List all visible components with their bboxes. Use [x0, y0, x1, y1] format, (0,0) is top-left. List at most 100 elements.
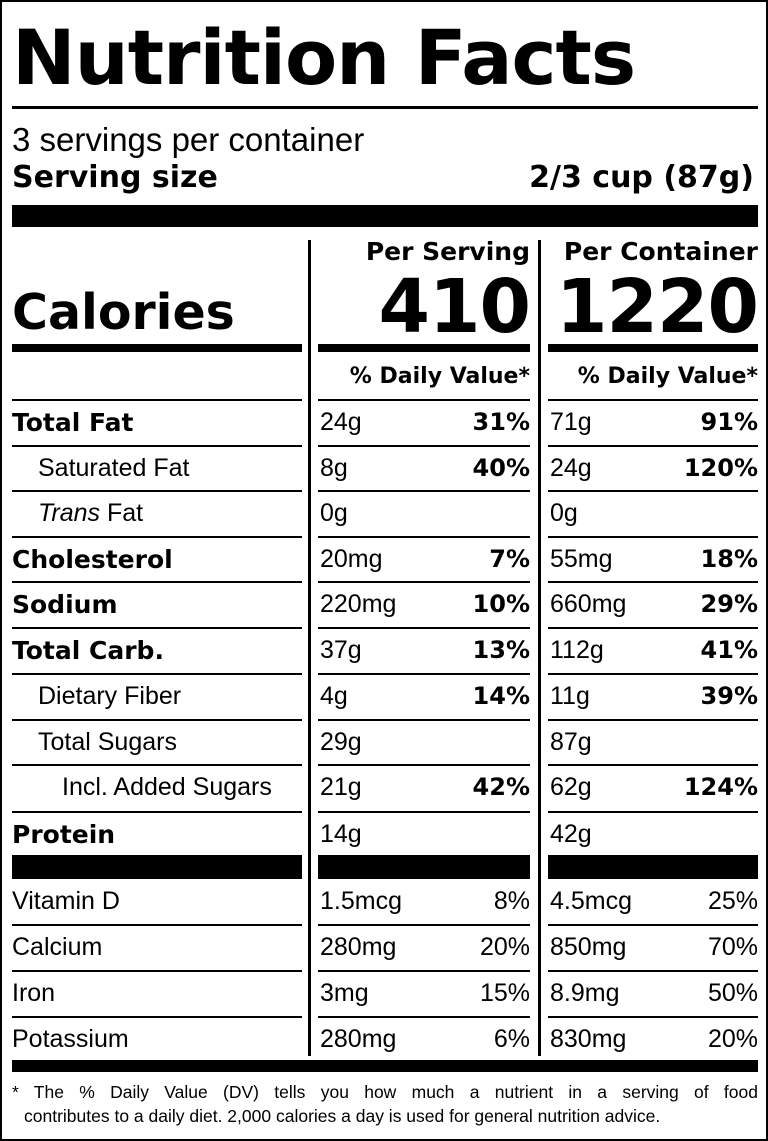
column-divider-left — [308, 240, 311, 1056]
nutrient-name: Protein — [12, 820, 116, 849]
vitamin-row-rule-name — [12, 970, 302, 972]
nutrient-row-rule-container — [548, 811, 758, 813]
vitamin-name: Vitamin D — [12, 887, 120, 915]
vitamin-container-daily-value: 25% — [707, 887, 758, 915]
calories-label: Calories — [12, 284, 235, 341]
serving-daily-value: 42% — [472, 773, 530, 801]
thick-divider-bottom — [12, 1060, 758, 1072]
nutrient-row-rule-container — [548, 581, 758, 583]
nutrient-row-rule-container — [548, 764, 758, 766]
vitamin-row-rule-name — [12, 924, 302, 926]
vitamin-row-rule-container — [548, 970, 758, 972]
vitamin-container-amount: 4.5mcg — [550, 887, 632, 915]
serving-amount: 0g — [320, 499, 348, 527]
title-rule — [12, 106, 758, 109]
footnote-line-1: * The % Daily Value (DV) tells you how m… — [12, 1082, 758, 1102]
serving-amount: 24g — [320, 408, 362, 436]
container-amount: 0g — [550, 499, 578, 527]
container-amount: 24g — [550, 454, 592, 482]
nutrient-row-rule-serving — [318, 811, 530, 813]
container-daily-value: 29% — [700, 590, 758, 618]
label-title: Nutrition Facts — [12, 13, 636, 102]
container-daily-value: 91% — [700, 408, 758, 436]
vitamin-container-amount: 8.9mg — [550, 979, 620, 1007]
calories-rule-serving — [318, 344, 530, 352]
serving-daily-value: 40% — [472, 454, 530, 482]
container-daily-value: 41% — [700, 636, 758, 664]
nutrient-name: Saturated Fat — [38, 454, 190, 482]
vitamin-serving-daily-value: 8% — [493, 887, 530, 915]
nutrient-row-rule-serving — [318, 399, 530, 401]
serving-daily-value: 13% — [472, 636, 530, 664]
footnote: * The % Daily Value (DV) tells you how m… — [12, 1080, 758, 1128]
nutrient-row-rule-name — [12, 719, 302, 721]
vitamin-container-daily-value: 70% — [707, 933, 758, 961]
nutrient-row-rule-name — [12, 490, 302, 492]
nutrient-row-rule-name — [12, 673, 302, 675]
vitamin-container-amount: 850mg — [550, 933, 627, 961]
calories-per-container: 1220 — [556, 264, 759, 350]
serving-daily-value: 7% — [489, 545, 530, 573]
container-amount: 62g — [550, 773, 592, 801]
nutrient-name: Cholesterol — [12, 545, 173, 574]
vitamin-row-rule-container — [548, 1016, 758, 1018]
per-serving-header: Per Serving — [365, 237, 530, 266]
container-daily-value: 120% — [683, 454, 758, 482]
vitamin-name: Potassium — [12, 1025, 129, 1053]
nutrient-row-rule-container — [548, 673, 758, 675]
vitamin-row-rule-container — [548, 924, 758, 926]
footnote-line-2: contributes to a daily diet. 2,000 calor… — [24, 1106, 661, 1126]
container-daily-value: 124% — [683, 773, 758, 801]
container-amount: 11g — [550, 682, 590, 710]
vitamin-serving-daily-value: 6% — [493, 1025, 530, 1053]
nutrient-row-rule-container — [548, 445, 758, 447]
nutrient-row-rule-serving — [318, 673, 530, 675]
nutrient-row-rule-name — [12, 811, 302, 813]
calories-rule-container — [548, 344, 758, 352]
serving-amount: 29g — [320, 728, 362, 756]
nutrient-row-rule-name — [12, 627, 302, 629]
nutrient-row-rule-serving — [318, 764, 530, 766]
serving-amount: 20mg — [320, 545, 383, 573]
nutrient-row-rule-name — [12, 764, 302, 766]
thick-divider-top — [12, 205, 758, 227]
serving-amount: 21g — [320, 773, 362, 801]
protein-bar-container — [548, 855, 758, 879]
nutrient-row-rule-name — [12, 581, 302, 583]
nutrient-row-rule-name — [12, 399, 302, 401]
container-amount: 55mg — [550, 545, 613, 573]
vitamin-serving-amount: 1.5mcg — [320, 887, 402, 915]
serving-amount: 37g — [320, 636, 362, 664]
protein-bar-serving — [318, 855, 530, 879]
nutrient-row-rule-container — [548, 490, 758, 492]
nutrient-row-rule-serving — [318, 719, 530, 721]
serving-daily-value: 10% — [472, 590, 530, 618]
vitamin-serving-amount: 280mg — [320, 1025, 397, 1053]
nutrient-name: Sodium — [12, 590, 118, 619]
vitamin-container-daily-value: 50% — [707, 979, 758, 1007]
serving-daily-value: 14% — [472, 682, 530, 710]
vitamin-row-rule-serving — [318, 970, 530, 972]
container-daily-value: 39% — [700, 682, 758, 710]
nutrient-row-rule-container — [548, 719, 758, 721]
container-amount: 87g — [550, 728, 592, 756]
nutrient-row-rule-serving — [318, 627, 530, 629]
vitamin-serving-amount: 280mg — [320, 933, 397, 961]
nutrient-row-rule-name — [12, 445, 302, 447]
nutrient-name: Total Fat — [12, 408, 134, 437]
serving-daily-value: 31% — [472, 408, 530, 436]
nutrient-row-rule-container — [548, 627, 758, 629]
serving-size-value: 2/3 cup (87g) — [529, 160, 754, 195]
container-amount: 42g — [550, 820, 592, 848]
nutrient-name: Incl. Added Sugars — [62, 773, 272, 801]
nutrient-name: Dietary Fiber — [38, 682, 182, 710]
calories-per-serving: 410 — [378, 264, 531, 350]
serving-amount: 220mg — [320, 590, 397, 618]
container-amount: 112g — [550, 636, 604, 664]
vitamin-serving-daily-value: 15% — [479, 979, 530, 1007]
vitamin-container-amount: 830mg — [550, 1025, 627, 1053]
nutrient-row-rule-serving — [318, 581, 530, 583]
calories-rule-name — [12, 344, 302, 352]
nutrient-name: Total Sugars — [38, 728, 177, 756]
